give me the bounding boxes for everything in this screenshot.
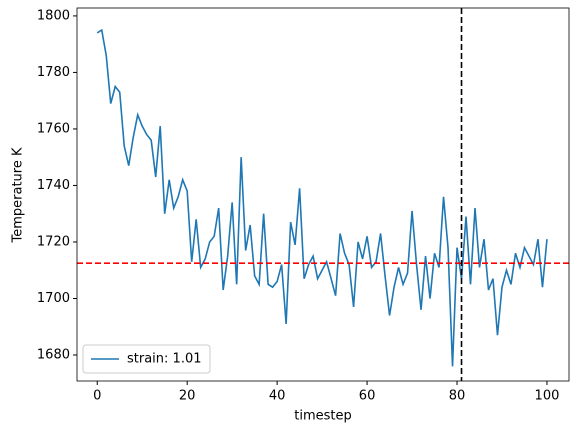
x-tick-label: 80 xyxy=(449,389,466,404)
x-tick-label: 20 xyxy=(179,389,196,404)
x-tick-label: 0 xyxy=(93,389,101,404)
y-tick-label: 1780 xyxy=(37,65,70,80)
x-tick-label: 100 xyxy=(535,389,560,404)
y-tick-label: 1800 xyxy=(37,8,70,23)
legend-label: strain: 1.01 xyxy=(127,352,202,367)
y-tick-label: 1760 xyxy=(37,121,70,136)
y-tick-label: 1720 xyxy=(37,234,70,249)
legend-box xyxy=(82,344,211,374)
y-tick-label: 1700 xyxy=(37,291,70,306)
x-axis-label: timestep xyxy=(294,409,352,424)
plot-frame xyxy=(76,7,570,382)
x-tick-label: 60 xyxy=(359,389,376,404)
x-tick-label: 40 xyxy=(269,389,286,404)
y-axis-label: Temperature K xyxy=(11,147,26,243)
y-tick-label: 1680 xyxy=(37,348,70,363)
y-tick-label: 1740 xyxy=(37,178,70,193)
data-line xyxy=(96,28,548,367)
